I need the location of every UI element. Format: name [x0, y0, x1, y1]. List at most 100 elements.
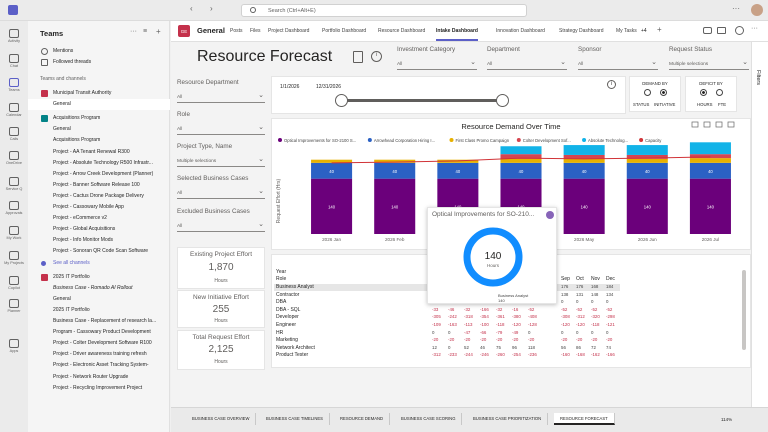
- page-tab[interactable]: BUSINESS CASE PRIORITIZATION: [467, 413, 549, 425]
- investment-category-dropdown[interactable]: All: [397, 58, 477, 70]
- bar-segment[interactable]: [500, 154, 542, 159]
- donut-ring[interactable]: [463, 227, 523, 287]
- options-icon[interactable]: [546, 211, 554, 219]
- filter-icon[interactable]: ≡: [143, 28, 148, 35]
- channel-item[interactable]: Project - Recycling Improvement Project: [28, 383, 170, 394]
- bar-segment[interactable]: [374, 159, 416, 163]
- see-all-link[interactable]: See all channels: [28, 258, 170, 269]
- slider-end-handle[interactable]: [496, 94, 509, 107]
- bar-segment[interactable]: [626, 162, 668, 179]
- capacity-line[interactable]: [331, 156, 711, 164]
- channel-item[interactable]: Project - Banner Software Release 100: [28, 180, 170, 191]
- channel-item[interactable]: Project - Network Router Upgrade: [28, 372, 170, 383]
- resource-department-dropdown[interactable]: All: [177, 91, 265, 103]
- channel-item[interactable]: Project - Sonoran QR Code Scan Software: [28, 246, 170, 257]
- channel-item[interactable]: Business Case - Romado AI Rollout: [28, 283, 170, 294]
- bar-segment[interactable]: [689, 142, 731, 155]
- rail-item[interactable]: Approvals: [0, 201, 28, 215]
- avatar[interactable]: [751, 4, 763, 16]
- channel-item[interactable]: Program - Cassowary Product Development: [28, 327, 170, 338]
- legend-entry[interactable]: Capacity: [645, 138, 662, 143]
- radio-fte[interactable]: [716, 89, 723, 96]
- legend-entry[interactable]: Arrowhead Corporation Hiring I...: [374, 138, 435, 143]
- more-icon[interactable]: [727, 121, 735, 128]
- filters-pane[interactable]: Filters: [751, 42, 768, 407]
- channel-item[interactable]: Project - AA Tenant Renewal R300: [28, 147, 170, 158]
- video-icon[interactable]: [717, 27, 726, 34]
- channel-item[interactable]: 2025 IT Portfolio: [28, 305, 170, 316]
- bar-segment[interactable]: [626, 145, 668, 155]
- excluded-cases-dropdown[interactable]: All: [177, 220, 265, 232]
- tab-files[interactable]: Files: [250, 28, 261, 34]
- search-input[interactable]: Search (Ctrl+Alt+E): [241, 4, 527, 17]
- legend-entry[interactable]: Absolute Technolog...: [588, 138, 628, 143]
- page-tab[interactable]: RESOURCE FORECAST: [554, 413, 615, 425]
- channel-item[interactable]: Project - Info Monitor Mods: [28, 235, 170, 246]
- rail-item[interactable]: Calendar: [0, 103, 28, 117]
- info-icon[interactable]: [735, 26, 744, 35]
- bar-segment[interactable]: [563, 178, 605, 234]
- selected-cases-dropdown[interactable]: All: [177, 187, 265, 199]
- page-tab[interactable]: BUSINESS CASE TIMELINES: [260, 413, 330, 425]
- rail-item[interactable]: Apps: [0, 339, 28, 353]
- bar-segment[interactable]: [311, 159, 353, 163]
- bar-segment[interactable]: [626, 154, 668, 159]
- channel-item[interactable]: Business Case - Replacement of research …: [28, 316, 170, 327]
- page-tab[interactable]: RESOURCE DEMAND: [334, 413, 391, 425]
- rail-item[interactable]: My Work: [0, 226, 28, 240]
- channel-item[interactable]: Project - Electronic Asset Tracking Syst…: [28, 360, 170, 371]
- channel-item[interactable]: Project - Cassowary Mobile App: [28, 202, 170, 213]
- slider-start-handle[interactable]: [335, 94, 348, 107]
- forward-icon[interactable]: ›: [210, 4, 213, 13]
- channel-item[interactable]: Acquisitions Program: [28, 135, 170, 146]
- channel-item[interactable]: Project - eCommerce v2: [28, 213, 170, 224]
- bar-segment[interactable]: [689, 154, 731, 159]
- tab-my-tasks[interactable]: My Tasks: [616, 28, 637, 34]
- focus-icon[interactable]: [691, 121, 699, 128]
- scrollbar[interactable]: [742, 270, 746, 350]
- legend-entry[interactable]: Colter Development Sof...: [523, 138, 571, 143]
- table-row[interactable]: Engineer -109 -163 -113 -100 -118 -120 -128 -120…: [274, 322, 620, 329]
- bar-segment[interactable]: [563, 158, 605, 163]
- legend-entry[interactable]: First Class Promo Campaign: [456, 138, 510, 143]
- channel-item[interactable]: Project - Driver awareness training refr…: [28, 349, 170, 360]
- bar-segment[interactable]: [689, 162, 731, 179]
- table-row[interactable]: Product Tester -312 -233 -244 -246 -260 -254 -2…: [274, 352, 620, 359]
- more-options-icon[interactable]: ···: [751, 25, 758, 32]
- channel-item[interactable]: Project - Global Acquisitions: [28, 224, 170, 235]
- rail-item[interactable]: Planner: [0, 299, 28, 313]
- bar-segment[interactable]: [500, 162, 542, 179]
- bar-segment[interactable]: [563, 154, 605, 159]
- followed-item[interactable]: Followed threads: [28, 57, 170, 68]
- channel-item[interactable]: Project - Absolute Technology R500 Infra…: [28, 158, 170, 169]
- bar-segment[interactable]: [311, 162, 353, 179]
- table-row[interactable]: Network Architect 12 0 52 46 75 96 118 56 86 72 74: [274, 345, 620, 352]
- tab-project-dashboard[interactable]: Project Dashboard: [268, 28, 309, 34]
- tab-resource-dashboard[interactable]: Resource Dashboard: [378, 28, 425, 34]
- tab-posts[interactable]: Posts: [230, 28, 243, 34]
- mentions-item[interactable]: Mentions: [28, 46, 170, 57]
- tab-intake-dashboard[interactable]: Intake Dashboard: [436, 28, 478, 41]
- info-icon[interactable]: i: [607, 80, 616, 89]
- channel-item[interactable]: Project - Cactus Drone Package Delivery: [28, 191, 170, 202]
- tab-strategy-dashboard[interactable]: Strategy Dashboard: [559, 28, 603, 34]
- tab-innovation-dashboard[interactable]: Innovation Dashboard: [496, 28, 545, 34]
- rail-item[interactable]: My Projects: [0, 251, 28, 265]
- filter-icon[interactable]: [703, 121, 711, 128]
- role-dropdown[interactable]: All: [177, 123, 265, 135]
- info-icon[interactable]: i: [371, 51, 382, 62]
- radio-hours[interactable]: [700, 89, 707, 96]
- bar-segment[interactable]: [563, 145, 605, 155]
- radio-initiative[interactable]: [660, 89, 667, 96]
- rail-item[interactable]: Activity: [0, 29, 28, 43]
- bar-segment[interactable]: [374, 178, 416, 234]
- sponsor-dropdown[interactable]: All: [578, 58, 658, 70]
- more-icon[interactable]: ···: [130, 28, 137, 35]
- expand-icon[interactable]: [715, 121, 723, 128]
- channel-item[interactable]: General: [28, 99, 170, 111]
- rail-item[interactable]: Teams: [0, 78, 28, 92]
- add-icon[interactable]: +: [156, 27, 161, 36]
- bar-segment[interactable]: [626, 158, 668, 163]
- table-row[interactable]: DBA - SQL -33 -46 -32 -166 -32 -16 -52 -52 -52 -52…: [274, 307, 620, 314]
- teams-logo-icon[interactable]: [8, 5, 18, 15]
